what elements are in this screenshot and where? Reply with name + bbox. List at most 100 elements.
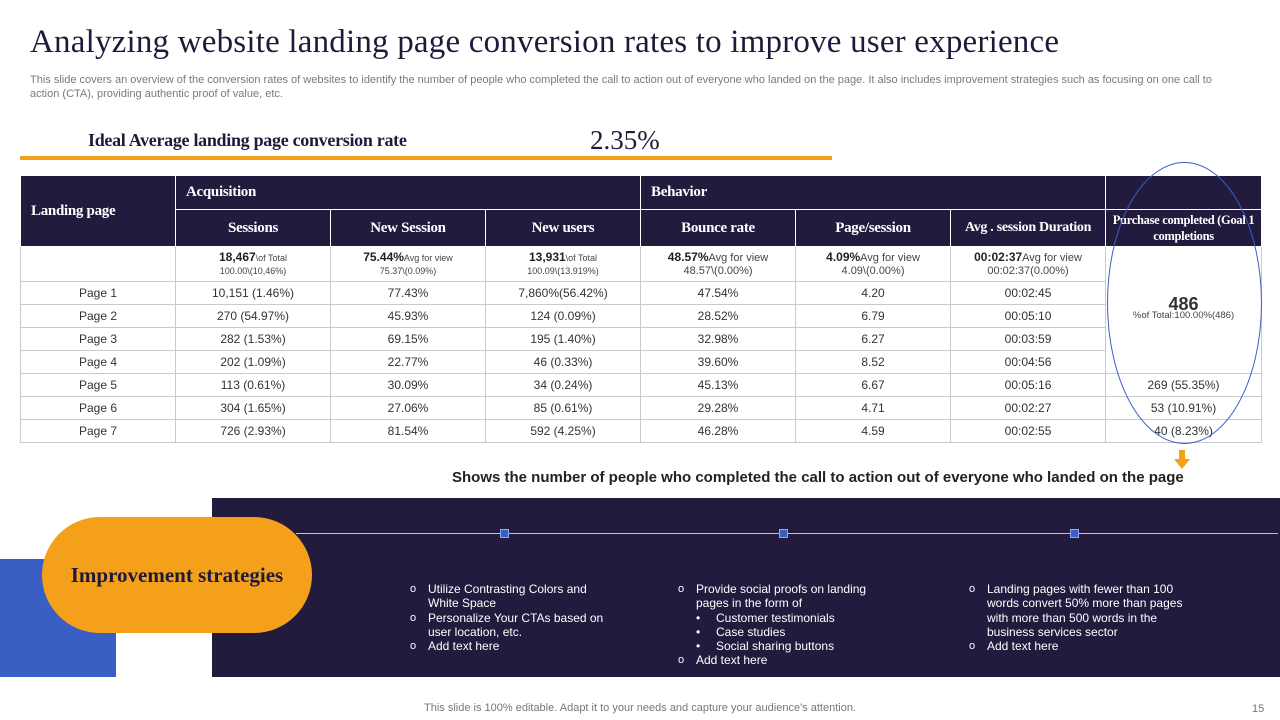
sessions-cell: 304 (1.65%) [176,397,331,420]
totals-bounce: 48.57%Avg for view 48.57\(0.00%) [641,247,796,282]
sessions-cell: 113 (0.61%) [176,374,331,397]
table-row: Page 2 270 (54.97%) 45.93% 124 (0.09%) 2… [21,305,1262,328]
duration-cell: 00:05:10 [951,305,1106,328]
list-item: Add text here [969,639,1199,653]
list-item: Case studies [678,625,893,639]
page-cell: Page 7 [21,420,176,443]
new-session-cell: 81.54% [331,420,486,443]
list-item: Provide social proofs on landing pages i… [678,582,893,611]
duration-cell: 00:04:56 [951,351,1106,374]
ideal-rate-value: 2.35% [590,125,660,156]
page-session-cell: 4.59 [796,420,951,443]
new-session-cell: 27.06% [331,397,486,420]
duration-cell: 00:05:16 [951,374,1106,397]
purchase-total-cell: 486 %of Total:100.00%(486) [1106,247,1262,374]
page-number: 15 [1252,703,1264,715]
page-session-cell: 6.27 [796,328,951,351]
table-row: Page 5 113 (0.61%) 30.09% 34 (0.24%) 45.… [21,374,1262,397]
list-item: Landing pages with fewer than 100 words … [969,582,1199,639]
new-session-cell: 45.93% [331,305,486,328]
strategy-column-3: Landing pages with fewer than 100 words … [969,582,1199,653]
bounce-cell: 45.13% [641,374,796,397]
ideal-rate-underline [20,156,832,160]
bounce-cell: 46.28% [641,420,796,443]
page-session-cell: 6.79 [796,305,951,328]
new-session-header: New Session [331,210,486,247]
sessions-cell: 726 (2.93%) [176,420,331,443]
conversion-table: Landing page Acquisition Behavior Sessio… [20,175,1262,443]
totals-row: 18,467\of Total 100.00\(10,46%) 75.44%Avg… [21,247,1262,282]
purchase-total-caption: %of Total:100.00%(486) [1106,310,1261,322]
duration-cell: 00:02:45 [951,282,1106,305]
table-row: Page 1 10,151 (1.46%) 77.43% 7,860%(56.4… [21,282,1262,305]
list-item: Personalize Your CTAs based on user loca… [410,611,620,640]
totals-sessions: 18,467\of Total 100.00\(10,46%) [176,247,331,282]
new-users-cell: 195 (1.40%) [486,328,641,351]
purchase-cell: 40 (8.23%) [1106,420,1262,443]
bounce-cell: 39.60% [641,351,796,374]
purchase-cell: 53 (10.91%) [1106,397,1262,420]
purchase-caption: Shows the number of people who completed… [452,469,1184,486]
behavior-header: Behavior [641,176,1106,210]
totals-page-session: 4.09%Avg for view 4.09\(0.00%) [796,247,951,282]
list-item: Social sharing buttons [678,639,893,653]
new-session-cell: 77.43% [331,282,486,305]
totals-new-users: 13,931\of Total 100.09\(13.919%) [486,247,641,282]
table-row: Page 7 726 (2.93%) 81.54% 592 (4.25%) 46… [21,420,1262,443]
sessions-header: Sessions [176,210,331,247]
totals-duration: 00:02:37Avg for view 00:02:37(0.00%) [951,247,1106,282]
totals-new-session: 75.44%Avg for view 75.37\(0.09%) [331,247,486,282]
strategy-column-1: Utilize Contrasting Colors and White Spa… [410,582,620,653]
purchase-total-value: 486 [1106,298,1261,310]
improvement-strategies-label: Improvement strategies [42,517,312,633]
duration-cell: 00:02:27 [951,397,1106,420]
acquisition-header: Acquisition [176,176,641,210]
sessions-cell: 202 (1.09%) [176,351,331,374]
slide-title: Analyzing website landing page conversio… [30,24,1260,61]
ideal-rate-label: Ideal Average landing page conversion ra… [88,130,407,151]
totals-label-cell [21,247,176,282]
page-cell: Page 2 [21,305,176,328]
bounce-cell: 32.98% [641,328,796,351]
new-users-cell: 592 (4.25%) [486,420,641,443]
page-session-header: Page/session [796,210,951,247]
purchase-group-header [1106,176,1262,210]
landing-page-header: Landing page [21,176,176,247]
sessions-cell: 10,151 (1.46%) [176,282,331,305]
sessions-cell: 282 (1.53%) [176,328,331,351]
page-session-cell: 8.52 [796,351,951,374]
duration-cell: 00:02:55 [951,420,1106,443]
purchase-cell: 269 (55.35%) [1106,374,1262,397]
new-users-cell: 124 (0.09%) [486,305,641,328]
new-users-cell: 34 (0.24%) [486,374,641,397]
bounce-cell: 47.54% [641,282,796,305]
arrow-down-icon [1174,450,1190,470]
new-users-cell: 85 (0.61%) [486,397,641,420]
footer-note: This slide is 100% editable. Adapt it to… [0,702,1280,714]
bounce-cell: 28.52% [641,305,796,328]
page-session-cell: 6.67 [796,374,951,397]
table-row: Page 4 202 (1.09%) 22.77% 46 (0.33%) 39.… [21,351,1262,374]
list-item: Add text here [678,653,893,667]
page-cell: Page 4 [21,351,176,374]
timeline-node [779,529,788,538]
timeline-node [1070,529,1079,538]
new-users-cell: 46 (0.33%) [486,351,641,374]
slide-subtitle: This slide covers an overview of the con… [30,74,1240,101]
page-cell: Page 5 [21,374,176,397]
bounce-rate-header: Bounce rate [641,210,796,247]
bounce-cell: 29.28% [641,397,796,420]
page-cell: Page 3 [21,328,176,351]
duration-cell: 00:03:59 [951,328,1106,351]
new-users-header: New users [486,210,641,247]
page-cell: Page 1 [21,282,176,305]
new-session-cell: 22.77% [331,351,486,374]
list-item: Add text here [410,639,620,653]
strategy-column-2: Provide social proofs on landing pages i… [678,582,893,668]
page-session-cell: 4.20 [796,282,951,305]
timeline-node [500,529,509,538]
avg-duration-header: Avg . session Duration [951,210,1106,247]
new-users-cell: 7,860%(56.42%) [486,282,641,305]
page-session-cell: 4.71 [796,397,951,420]
list-item: Customer testimonials [678,611,893,625]
